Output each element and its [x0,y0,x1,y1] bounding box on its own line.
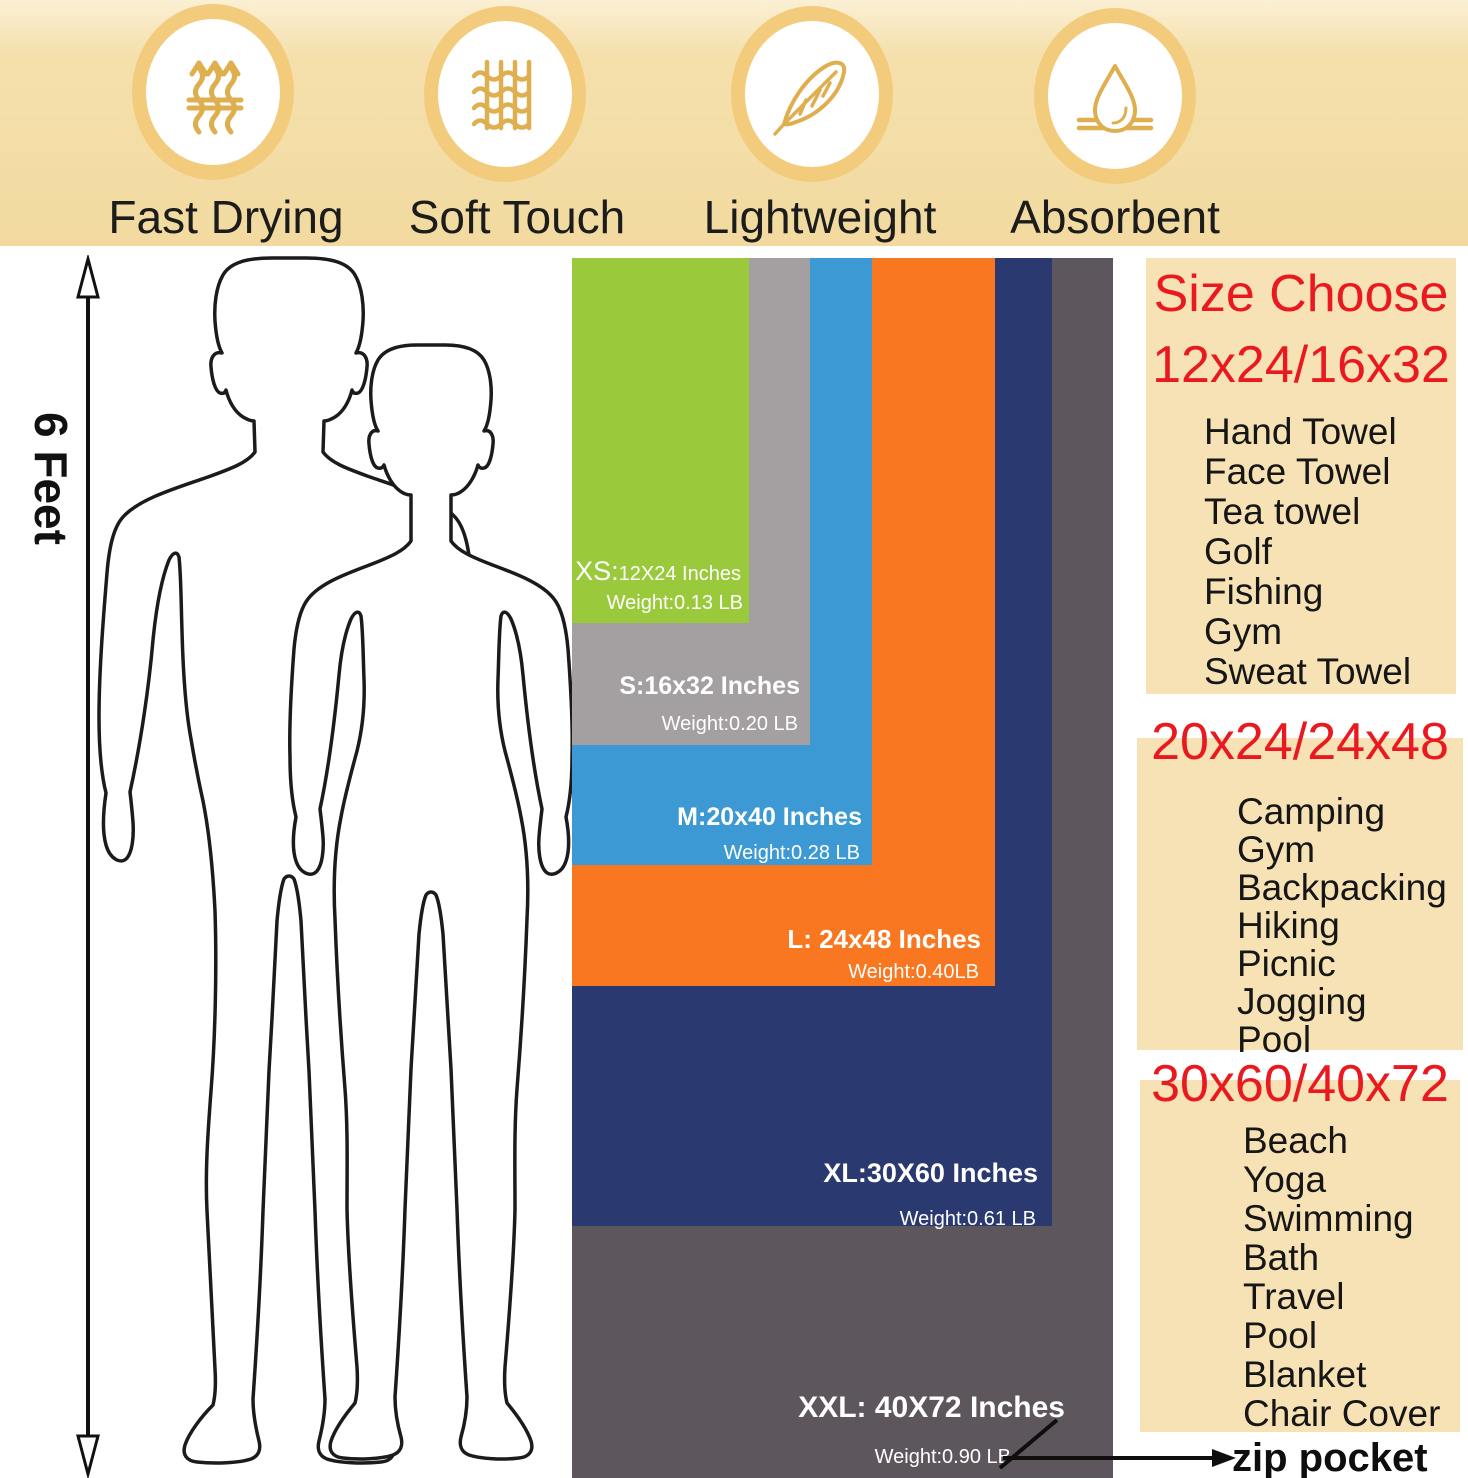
feature-banner: Fast Drying Soft Touch Lightweight Absor… [0,0,1468,246]
man-outline [97,256,481,1465]
size-dims: 24x48 Inches [811,924,981,954]
size-weight-xxl: Weight:0.90 LB [874,1446,1011,1468]
size-code: XS: [575,556,619,586]
size-weight-xs: Weight:0.13 LB [606,592,743,614]
usage-item: Hiking [1237,905,1340,947]
usage-box-title: Size Choose [1153,265,1449,323]
usage-box-medium-sizes: 20x24/24x48 Camping Gym Backpacking Hiki… [1137,713,1463,1059]
usage-item-list: Camping Gym Backpacking Hiking Picnic Jo… [1137,793,1463,1059]
feature-label-lightweight: Lightweight [703,191,937,243]
usage-item: Fishing [1204,571,1324,613]
usage-item: Pool [1237,1019,1312,1061]
usage-item: Face Towel [1204,451,1391,493]
fast-drying-badge [132,4,294,180]
feature-label-absorbent: Absorbent [1010,191,1220,243]
size-code: XXL: [798,1391,867,1424]
feature-label-fast-drying: Fast Drying [108,191,344,243]
usage-item: Blanket [1243,1354,1367,1396]
size-code: XL: [823,1158,867,1188]
usage-item: Backpacking [1237,867,1447,909]
size-weight-s: Weight:0.20 LB [661,713,798,735]
size-label-xxl: XXL: 40X72 Inches [798,1391,1065,1425]
heat-evaporation-icon [186,60,244,135]
usage-item: Travel [1243,1276,1345,1318]
size-code: S: [619,672,645,700]
usage-box-large-sizes: 30x60/40x72 Beach Yoga Swimming Bath Tra… [1140,1055,1460,1433]
usage-box-subtitle: 12x24/16x32 [1152,336,1450,395]
usage-item: Sweat Towel [1204,651,1412,693]
usage-item-list: Hand Towel Face Towel Tea towel Golf Fis… [1146,412,1456,692]
usage-item-list: Beach Yoga Swimming Bath Travel Pool Bla… [1140,1121,1460,1433]
towel-size-xs: XS:12X24 Inches Weight:0.13 LB [572,258,749,623]
zip-pocket-label: zip pocket [1232,1436,1428,1478]
size-code: M: [677,803,707,831]
usage-item: Golf [1204,531,1272,573]
usage-item: Gym [1237,829,1316,871]
usage-item: Yoga [1243,1159,1327,1201]
size-dims: 20x40 Inches [706,803,862,831]
usage-box-small-sizes: Size Choose 12x24/16x32 Hand Towel Face … [1146,258,1456,694]
size-label-m: M:20x40 Inches [677,803,862,832]
size-code: L: [787,924,812,954]
fabric-weave-icon [471,59,532,131]
usage-item: Camping [1237,791,1386,833]
size-weight-l: Weight:0.40LB [848,961,979,983]
size-label-s: S:16x32 Inches [619,672,800,701]
usage-item: Swimming [1243,1198,1414,1240]
feather-icon [773,60,847,136]
size-label-xs: XS:12X24 Inches [575,556,741,587]
usage-item: Beach [1243,1120,1348,1162]
usage-item: Bath [1243,1237,1320,1279]
size-label-l: L: 24x48 Inches [787,924,981,955]
size-dims: 40X72 Inches [866,1391,1065,1424]
woman-outline [287,343,575,1461]
size-dims: 16x32 Inches [644,672,800,700]
usage-item: Chair Cover [1243,1393,1441,1435]
usage-box-title: 30x60/40x72 [1151,1055,1449,1113]
usage-item: Jogging [1237,981,1367,1023]
usage-box-title: 20x24/24x48 [1151,713,1449,771]
height-label: 6 Feet [25,412,77,545]
feature-label-soft-touch: Soft Touch [408,191,626,243]
size-label-xl: XL:30X60 Inches [823,1158,1038,1189]
soft-touch-badge [424,6,586,182]
size-weight-m: Weight:0.28 LB [723,842,860,864]
usage-item: Hand Towel [1204,411,1397,453]
lightweight-badge [731,6,893,182]
size-weight-xl: Weight:0.61 LB [899,1208,1036,1230]
usage-item: Pool [1243,1315,1318,1357]
size-dims: 12X24 Inches [618,563,741,585]
absorbent-badge [1034,8,1196,184]
water-drop-icon [1076,64,1154,133]
usage-item: Picnic [1237,943,1336,985]
size-dims: 30X60 Inches [866,1158,1038,1188]
usage-item: Gym [1204,611,1283,653]
usage-item: Tea towel [1204,491,1361,533]
